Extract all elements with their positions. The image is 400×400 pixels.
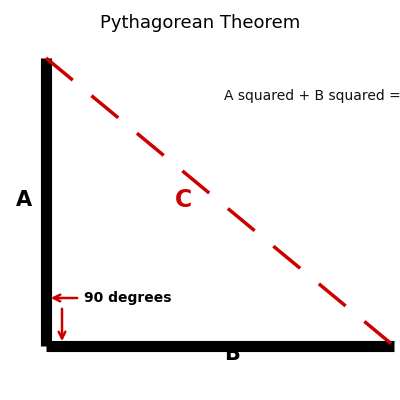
Text: C: C xyxy=(175,188,193,212)
Text: 90 degrees: 90 degrees xyxy=(84,291,172,305)
Text: B: B xyxy=(224,344,240,364)
Text: Pythagorean Theorem: Pythagorean Theorem xyxy=(100,14,300,32)
Text: A squared + B squared = C squared: A squared + B squared = C squared xyxy=(224,89,400,103)
Text: A: A xyxy=(16,190,32,210)
